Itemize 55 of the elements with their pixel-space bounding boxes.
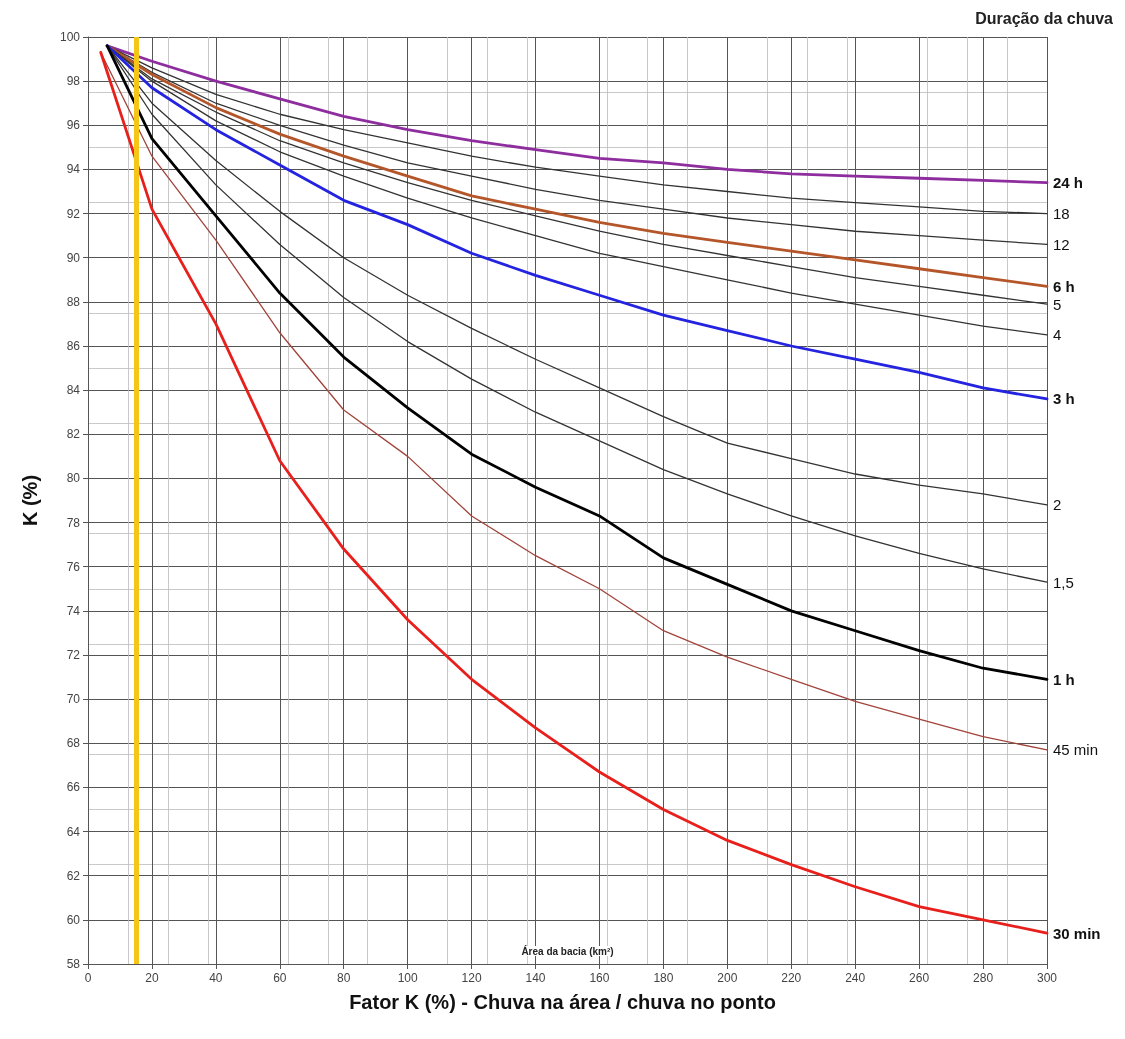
y-tick-label: 58 — [66, 957, 81, 971]
series-label: 24 h — [1053, 174, 1084, 192]
line-series — [99, 51, 1049, 935]
y-tick-label: 68 — [66, 736, 81, 751]
series-label: 6 h — [1053, 277, 1075, 295]
x-tick-label: 100 — [397, 971, 418, 985]
y-tick-label: 84 — [66, 383, 81, 398]
x-tick-label: 300 — [1036, 971, 1058, 985]
series-label: 3 h — [1053, 390, 1075, 408]
x-tick-label: 240 — [845, 971, 866, 985]
y-tick-label: 76 — [66, 559, 81, 574]
legend-title: Duração da chuva — [975, 9, 1114, 27]
series-label: 5 — [1053, 295, 1062, 313]
y-tick-label: 74 — [66, 603, 81, 618]
y-tick-label: 94 — [66, 162, 81, 177]
y-tick-label: 90 — [66, 250, 81, 265]
y-tick-label: 80 — [66, 471, 81, 486]
y-tick-label: 98 — [66, 74, 81, 89]
y-tick-label: 88 — [66, 294, 81, 309]
y-tick-label: 78 — [66, 515, 81, 530]
x-tick-label: 0 — [84, 971, 92, 985]
text: Fator K (%) - Chuva na área / chuva no ponto — [349, 991, 776, 1013]
series-label: 45 min — [1053, 741, 1099, 759]
series-label: 1 h — [1053, 670, 1075, 688]
y-axis-title: K (%) — [19, 474, 41, 527]
y-tick-label: 82 — [66, 427, 81, 442]
y-tick-label: 96 — [66, 118, 81, 133]
x-tick-label: 280 — [973, 971, 994, 985]
series-label: 2 — [1053, 496, 1062, 514]
series-label: 1,5 — [1053, 573, 1074, 591]
x-tick-label: 220 — [781, 971, 802, 985]
series-label: 12 — [1053, 235, 1070, 253]
x-tick-label: 120 — [461, 971, 482, 985]
x-tick-label: 160 — [589, 971, 610, 985]
y-tick-label: 92 — [66, 206, 81, 221]
series-label: 30 min — [1053, 924, 1101, 942]
x-tick-label: 180 — [653, 971, 674, 985]
x-tick-label: 260 — [909, 971, 930, 985]
series-label: 18 — [1053, 205, 1070, 223]
x-axis-title: Área da bacia (km²) — [521, 944, 614, 957]
y-tick-label: 64 — [66, 824, 81, 839]
series-label: 4 — [1053, 326, 1062, 344]
y-tick-label: 100 — [59, 30, 81, 44]
x-tick-label: 60 — [273, 971, 287, 985]
x-tick-label: 40 — [209, 971, 223, 985]
x-tick-label: 80 — [337, 971, 351, 985]
y-tick-label: 62 — [66, 868, 81, 883]
y-tick-label: 72 — [66, 648, 81, 662]
x-tick-label: 140 — [525, 971, 546, 985]
y-tick-label: 86 — [66, 339, 81, 353]
y-tick-label: 70 — [66, 692, 81, 707]
x-tick-label: 200 — [717, 971, 738, 985]
x-tick-label: 20 — [145, 971, 159, 985]
y-tick-label: 60 — [66, 912, 81, 927]
y-tick-label: 66 — [66, 780, 81, 795]
